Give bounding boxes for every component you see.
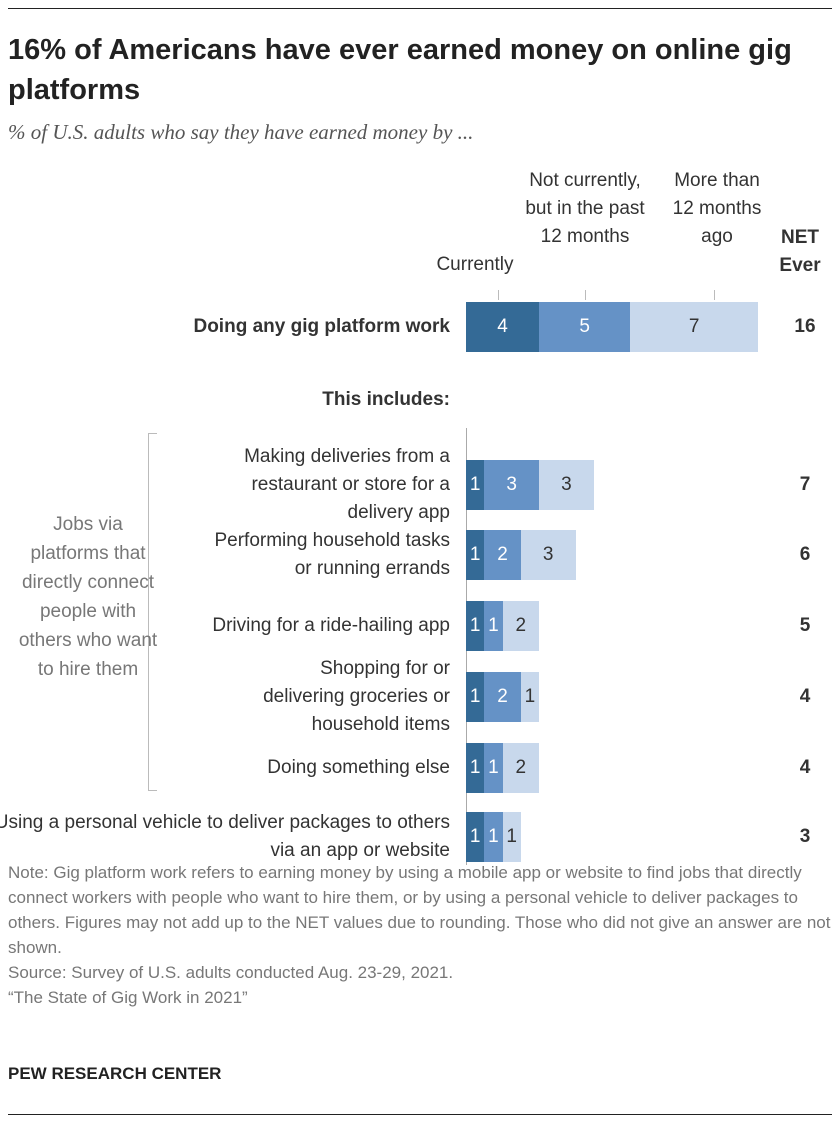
bar-segment: 3 bbox=[484, 460, 539, 510]
data-label: 3 bbox=[561, 474, 572, 495]
bar-segment: 1 bbox=[466, 530, 485, 580]
note-text: Note: Gig platform work refers to earnin… bbox=[8, 863, 831, 957]
net-value: 6 bbox=[799, 544, 811, 565]
net-value: 16 bbox=[794, 316, 816, 337]
chart-title: 16% of Americans have ever earned money … bbox=[8, 34, 792, 106]
row-label: Making deliveries from a restaurant or s… bbox=[244, 446, 450, 523]
data-label: 4 bbox=[497, 316, 508, 337]
data-label: 1 bbox=[469, 474, 481, 495]
data-label: 1 bbox=[469, 686, 481, 707]
bar-segment: 1 bbox=[484, 601, 503, 651]
bar-segment: 7 bbox=[630, 302, 758, 352]
row-label: Shopping for or delivering groceries or … bbox=[263, 658, 450, 735]
data-label: 1 bbox=[506, 826, 517, 847]
row-label: Doing something else bbox=[267, 757, 450, 778]
data-label: 2 bbox=[515, 757, 527, 778]
bar-segment: 1 bbox=[502, 812, 521, 862]
header-currently: Currently bbox=[436, 254, 514, 275]
net-value: 4 bbox=[799, 686, 811, 707]
bar-segment: 1 bbox=[520, 672, 539, 722]
bar-segment: 3 bbox=[539, 460, 594, 510]
bar-segment: 1 bbox=[466, 812, 485, 862]
bar-segment: 2 bbox=[502, 743, 539, 793]
bar-segment: 4 bbox=[466, 302, 539, 352]
net-value: 7 bbox=[799, 474, 811, 495]
data-label: 1 bbox=[469, 615, 481, 636]
header-more-than-12-months: More than 12 months ago bbox=[672, 170, 762, 247]
data-label: 2 bbox=[515, 615, 527, 636]
data-label: 2 bbox=[497, 544, 508, 565]
bar-segment: 3 bbox=[520, 530, 576, 580]
chart-subtitle: % of U.S. adults who say they have earne… bbox=[8, 120, 474, 144]
bar-segment: 1 bbox=[466, 460, 485, 510]
data-label: 3 bbox=[542, 544, 554, 565]
data-label: 2 bbox=[497, 686, 508, 707]
group-label: Jobs via platforms that directly connect… bbox=[18, 514, 158, 680]
header-net-ever: NET Ever bbox=[779, 227, 821, 276]
data-label: 5 bbox=[579, 316, 590, 337]
data-label: 1 bbox=[469, 757, 481, 778]
data-label: 1 bbox=[488, 757, 499, 778]
data-label: 1 bbox=[469, 826, 481, 847]
bar-segment: 1 bbox=[466, 672, 485, 722]
bar-segment: 1 bbox=[466, 601, 485, 651]
row-label: Performing household tasks or running er… bbox=[214, 530, 450, 579]
row-label: Driving for a ride-hailing app bbox=[212, 615, 450, 636]
bar-segment: 2 bbox=[484, 530, 521, 580]
bar-segment: 1 bbox=[484, 743, 503, 793]
data-label: 1 bbox=[524, 686, 536, 707]
bar-segment: 5 bbox=[539, 302, 631, 352]
header-tick bbox=[585, 290, 586, 300]
data-label: 1 bbox=[488, 615, 499, 636]
net-value: 5 bbox=[799, 615, 811, 636]
header-tick bbox=[714, 290, 715, 300]
group-bracket bbox=[148, 433, 157, 791]
report-title: “The State of Gig Work in 2021” bbox=[8, 988, 248, 1007]
note-block: Note: Gig platform work refers to earnin… bbox=[8, 860, 834, 1010]
top-rule bbox=[8, 8, 832, 9]
bar-segment: 1 bbox=[484, 812, 503, 862]
pew-logo-text: PEW RESEARCH CENTER bbox=[8, 1064, 222, 1083]
source-text: Source: Survey of U.S. adults conducted … bbox=[8, 963, 454, 982]
data-label: 7 bbox=[688, 316, 700, 337]
data-label: 3 bbox=[506, 474, 517, 495]
net-value: 3 bbox=[799, 826, 811, 847]
net-value: 4 bbox=[799, 757, 811, 778]
includes-label: This includes: bbox=[322, 389, 450, 410]
header-past-12-months: Not currently, but in the past 12 months bbox=[525, 170, 645, 247]
bar-segment: 1 bbox=[466, 743, 485, 793]
bar-segment: 2 bbox=[484, 672, 521, 722]
header-tick bbox=[498, 290, 499, 300]
bar-segment: 2 bbox=[502, 601, 539, 651]
data-label: 1 bbox=[488, 826, 499, 847]
row-label: Doing any gig platform work bbox=[193, 316, 450, 337]
bottom-rule bbox=[8, 1114, 832, 1115]
data-label: 1 bbox=[469, 544, 481, 565]
row-label: Using a personal vehicle to deliver pack… bbox=[0, 812, 450, 861]
